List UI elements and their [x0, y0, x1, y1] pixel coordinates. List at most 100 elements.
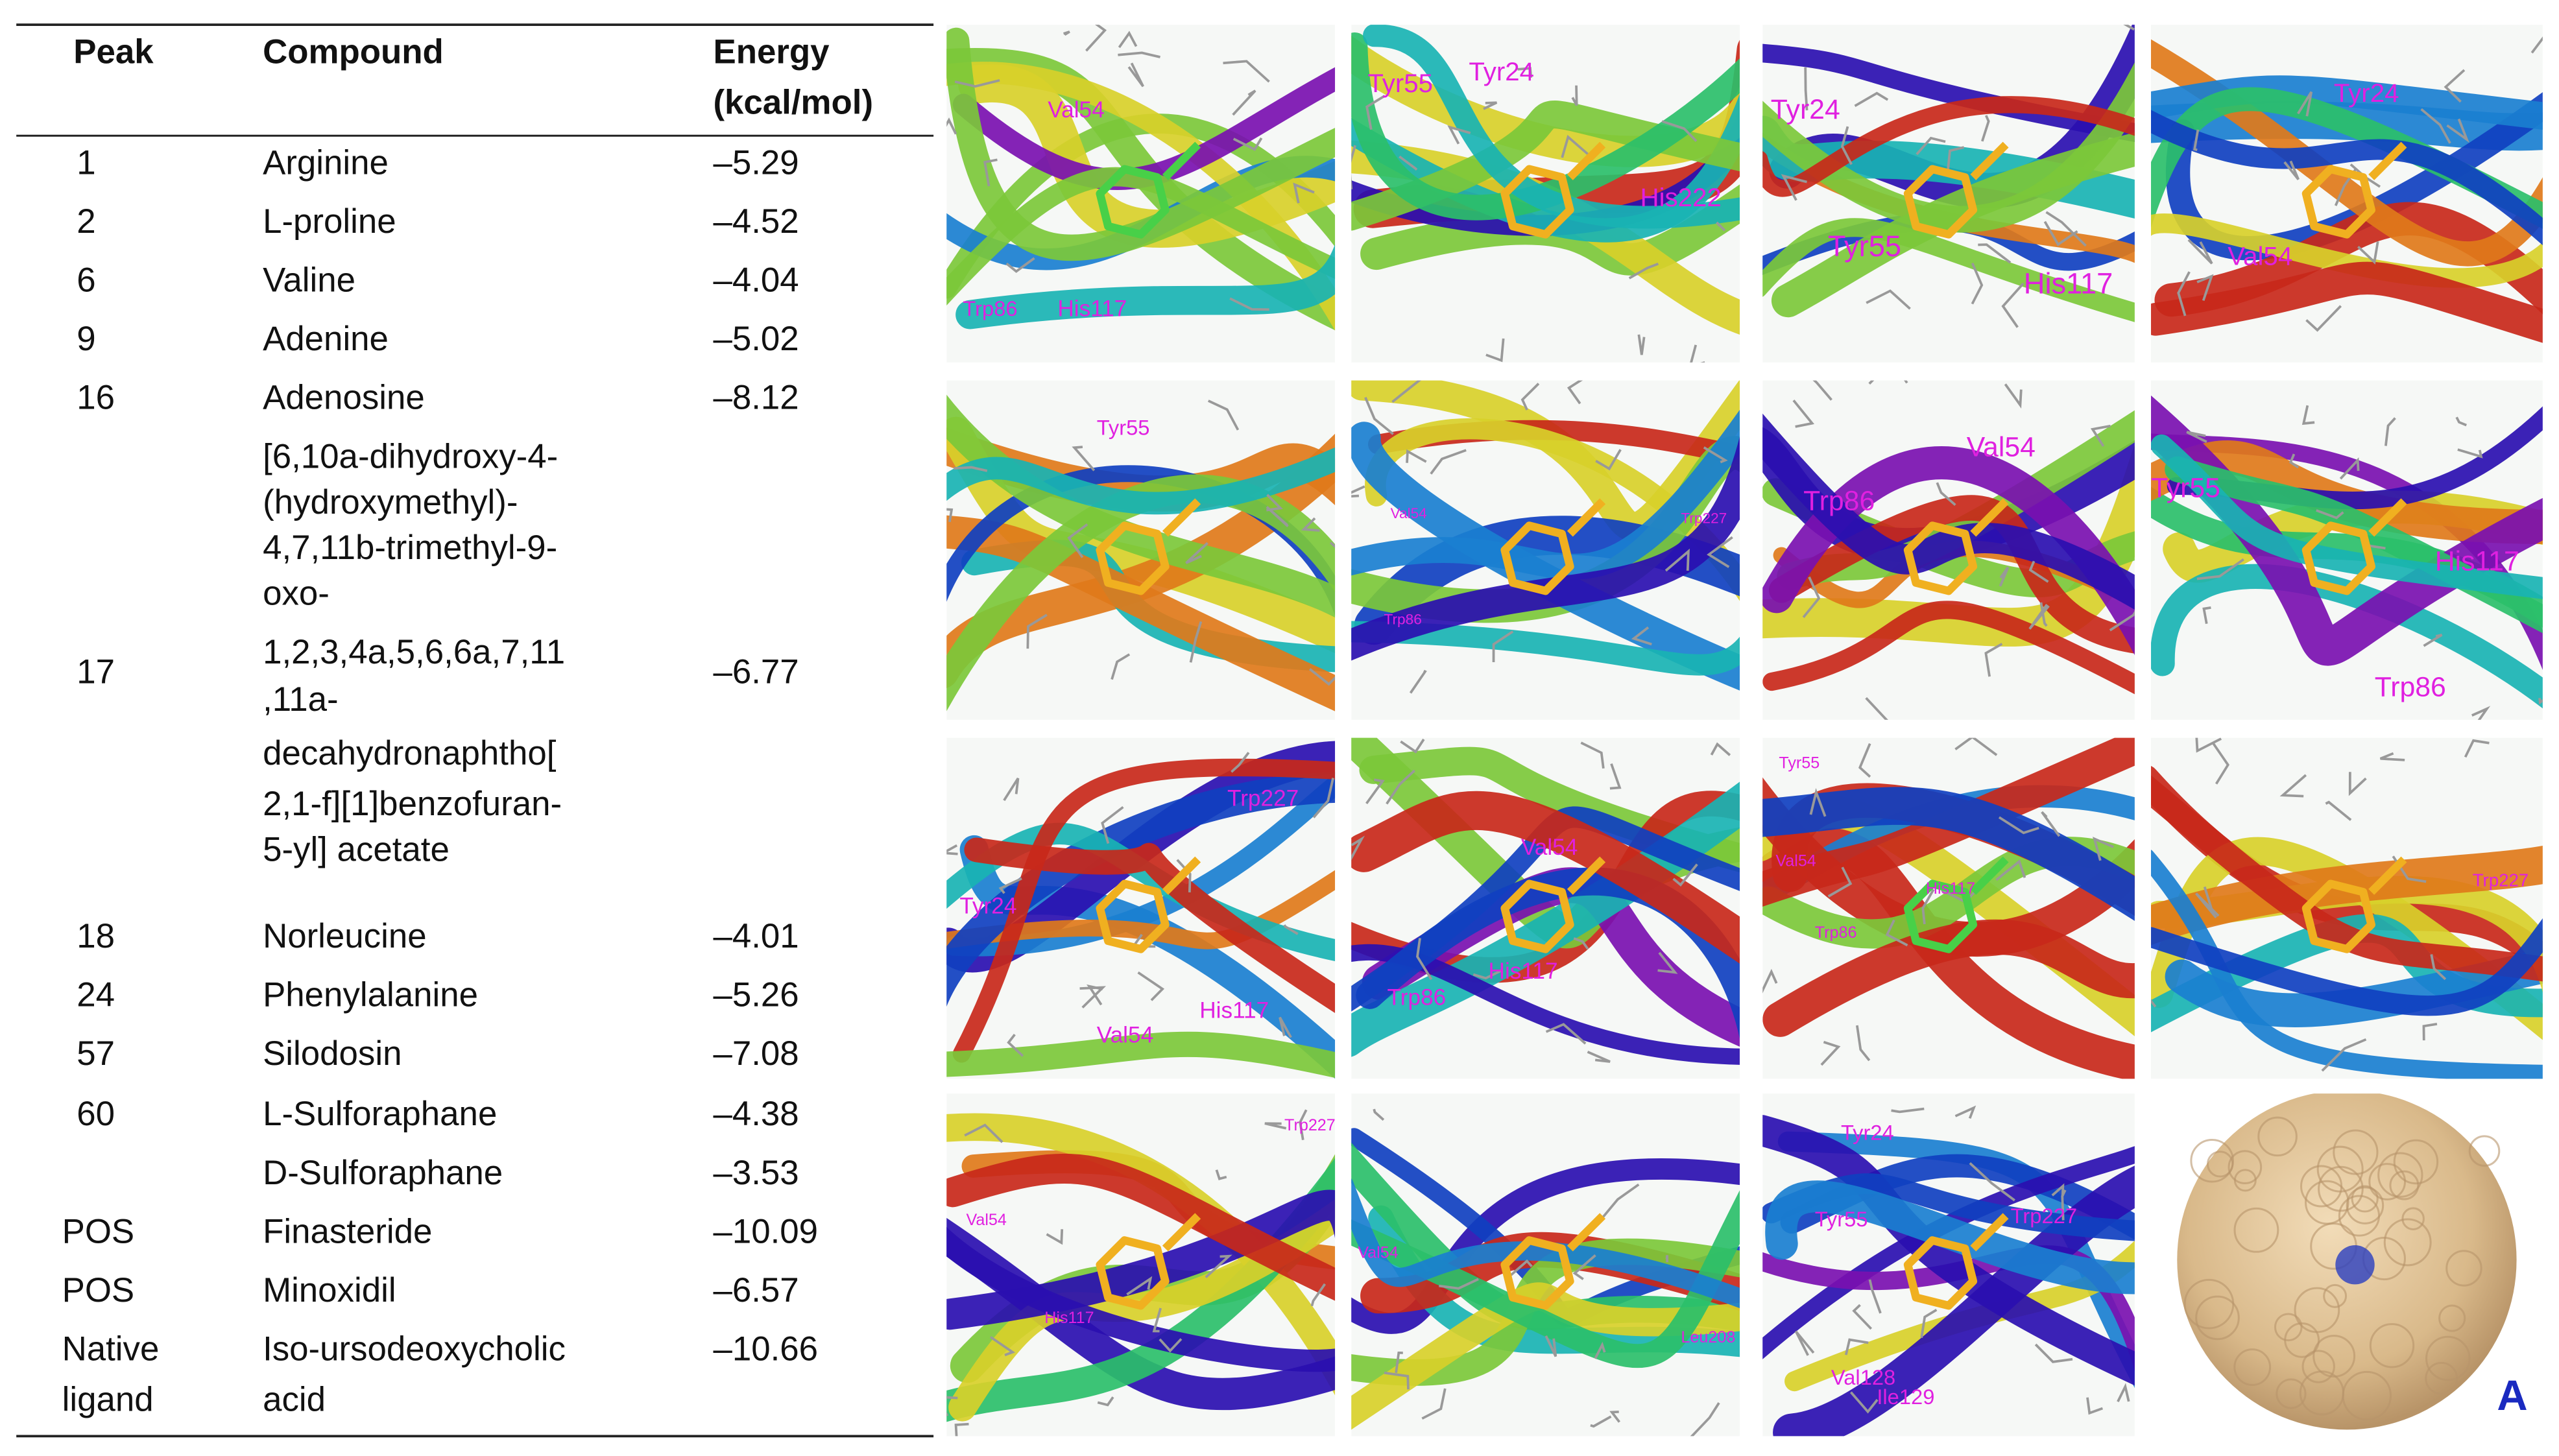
- residue-label: Tyr55: [1828, 230, 1901, 263]
- side-chain: [1101, 806, 1124, 844]
- ribbon: [2151, 434, 2543, 599]
- side-chain: [1854, 91, 1889, 108]
- side-chain: [1421, 1388, 1447, 1420]
- residue-label: Val54: [1521, 835, 1578, 860]
- panel-content: [1351, 380, 1740, 720]
- side-chain: [2123, 25, 2135, 31]
- header-cell: (kcal/mol): [713, 83, 873, 121]
- side-chain: [2471, 706, 2491, 720]
- compound-cell: D-Sulforaphane: [263, 1154, 503, 1192]
- side-chain: [1279, 1016, 1292, 1038]
- ribbon: [2151, 261, 2543, 343]
- side-chain: [1587, 1051, 1611, 1063]
- ribbon: [1762, 62, 2135, 233]
- residue-label: Trp227: [2473, 870, 2529, 890]
- ligand: [1500, 141, 1606, 239]
- side-chain: [2297, 91, 2313, 117]
- side-chain: [998, 877, 1022, 894]
- residue-label: Tyr55: [1097, 416, 1150, 440]
- side-chain: [1127, 62, 1144, 88]
- side-chain: [1232, 137, 1263, 151]
- surface-bump: [2468, 1135, 2501, 1167]
- energy-cell: –4.52: [713, 202, 799, 241]
- side-chain: [1472, 970, 1502, 980]
- surface-bump: [2425, 1335, 2471, 1381]
- compound-cell: ,11a-: [263, 680, 339, 719]
- peak-cell: 6: [77, 261, 95, 300]
- peak-cell: 24: [77, 976, 115, 1014]
- panel-content: [1762, 737, 2135, 1079]
- compound-cell: Silodosin: [263, 1034, 402, 1073]
- residue-label: Trp86: [963, 296, 1017, 320]
- side-chain: [1809, 788, 1827, 817]
- side-chain: [1373, 1108, 1385, 1121]
- header-cell: Compound: [263, 32, 444, 71]
- side-chain: [2339, 457, 2360, 480]
- peak-cell: 60: [77, 1095, 115, 1133]
- side-chain: [1661, 120, 1698, 142]
- energy-cell: –5.26: [713, 976, 799, 1014]
- side-chain: [1969, 1162, 2015, 1202]
- side-chain: [2041, 811, 2061, 837]
- ligand: [1903, 1213, 2009, 1310]
- side-chain: [2289, 453, 2300, 469]
- ribbon: [946, 1226, 1336, 1372]
- residue-label: Tyr24: [2334, 78, 2399, 108]
- surface-bump: [2369, 1323, 2415, 1368]
- residue-label: Tyr55: [1779, 754, 1820, 772]
- side-chain: [1266, 506, 1289, 527]
- peak-cell: POS: [62, 1212, 135, 1250]
- residue-label: Trp227: [2011, 1204, 2077, 1228]
- side-chain: [983, 158, 998, 187]
- energy-cell: –6.77: [713, 652, 799, 691]
- side-chain: [2193, 129, 2200, 152]
- ribbon: [1351, 791, 1740, 964]
- side-chain: [1395, 1351, 1403, 1373]
- side-chain: [1995, 859, 2026, 881]
- panel-content: [2151, 380, 2543, 720]
- ribbon: [1351, 1190, 1740, 1368]
- side-chain: [1485, 338, 1505, 363]
- side-chain: [2001, 282, 2024, 328]
- side-chain: [954, 466, 988, 472]
- side-chain: [2348, 772, 2367, 796]
- panel-content: [1762, 1093, 2135, 1437]
- ribbon: [1351, 436, 1740, 661]
- energy-cell: –5.29: [713, 143, 799, 182]
- side-chain: [1572, 1254, 1596, 1280]
- peak-cell: 2: [77, 202, 95, 241]
- ribbon: [1773, 1165, 2135, 1437]
- ligand: [1500, 856, 1606, 953]
- residue-label: Tyr24: [1771, 94, 1840, 125]
- side-chain: [1351, 145, 1356, 189]
- surface-bump: [2195, 1295, 2240, 1341]
- side-chain: [2195, 737, 2222, 753]
- side-chain: [2028, 560, 2049, 583]
- side-chain: [2301, 405, 2315, 425]
- side-chain: [1351, 485, 1365, 498]
- docking-panel: Tyr55 Val54 His117 Trp86: [1762, 737, 2135, 1079]
- surface-bump: [2389, 1170, 2420, 1200]
- side-chain: [2117, 1383, 2130, 1403]
- side-chain: [2004, 383, 2023, 409]
- docking-panel: Val54 Trp86: [1762, 380, 2135, 720]
- energy-cell: –6.57: [713, 1271, 799, 1309]
- side-chain: [1409, 669, 1427, 694]
- side-chain: [1406, 449, 1427, 463]
- side-chain: [1690, 344, 1705, 363]
- side-chain: [1762, 968, 1778, 994]
- side-chain: [2316, 509, 2344, 519]
- compound-cell: Norleucine: [263, 917, 427, 955]
- side-chain: [954, 1422, 969, 1437]
- panel-content: [946, 737, 1336, 1079]
- compound-cell: 5-yl] acetate: [263, 831, 450, 869]
- side-chain: [1840, 126, 1853, 165]
- compound-cell: Finasteride: [263, 1212, 432, 1250]
- side-chain: [946, 117, 957, 135]
- header-cell: Peak: [73, 32, 154, 71]
- side-chain: [1571, 85, 1578, 106]
- ribbon: [964, 837, 1336, 1013]
- ribbon: [946, 167, 1336, 306]
- energy-cell: –5.02: [713, 320, 799, 358]
- surface-bump: [2313, 1335, 2356, 1378]
